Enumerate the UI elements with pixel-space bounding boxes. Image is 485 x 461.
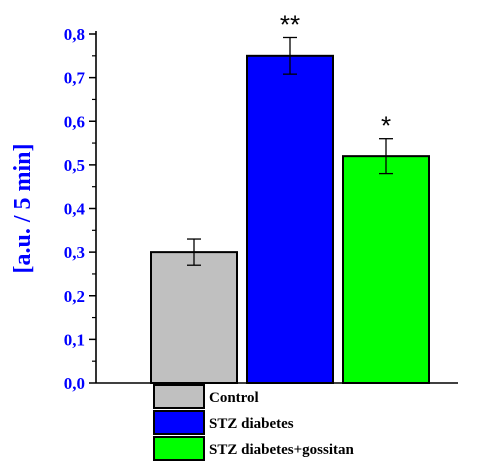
legend-label-2: STZ diabetes: [209, 416, 294, 432]
y-tick-label: 0,5: [64, 156, 85, 175]
legend-label-3: STZ diabetes+gossitan: [209, 442, 354, 458]
y-axis-title: [a.u. / 5 min]: [10, 143, 36, 273]
y-tick-label: 0,1: [64, 330, 85, 349]
bar-1: [150, 251, 238, 384]
legend-label-1: Control: [209, 390, 259, 406]
legend-swatch-3: [153, 436, 205, 461]
bar-3: [342, 155, 430, 384]
y-tick-label: 0,2: [64, 287, 85, 306]
legend: Control STZ diabetes STZ diabetes+gossitan: [153, 384, 354, 461]
significance-mark-2: **: [280, 9, 300, 39]
legend-swatch-2: [153, 410, 205, 435]
y-tick-label: 0,4: [64, 200, 86, 219]
y-tick-label: 0,0: [64, 374, 85, 393]
bar-2: [246, 54, 334, 384]
y-tick-label: 0,3: [64, 243, 85, 262]
legend-swatch-1: [153, 384, 205, 409]
bars-group: ***: [150, 9, 430, 384]
y-tick-label: 0,7: [64, 69, 86, 88]
y-tick-label: 0,6: [64, 112, 85, 131]
significance-mark-3: *: [381, 111, 391, 141]
y-axis-ticks: 0,0 0,1 0,2 0,3 0,4 0,5 0,6 0,7 0,8: [64, 25, 96, 393]
axes: [95, 31, 458, 384]
y-tick-label: 0,8: [64, 25, 85, 44]
